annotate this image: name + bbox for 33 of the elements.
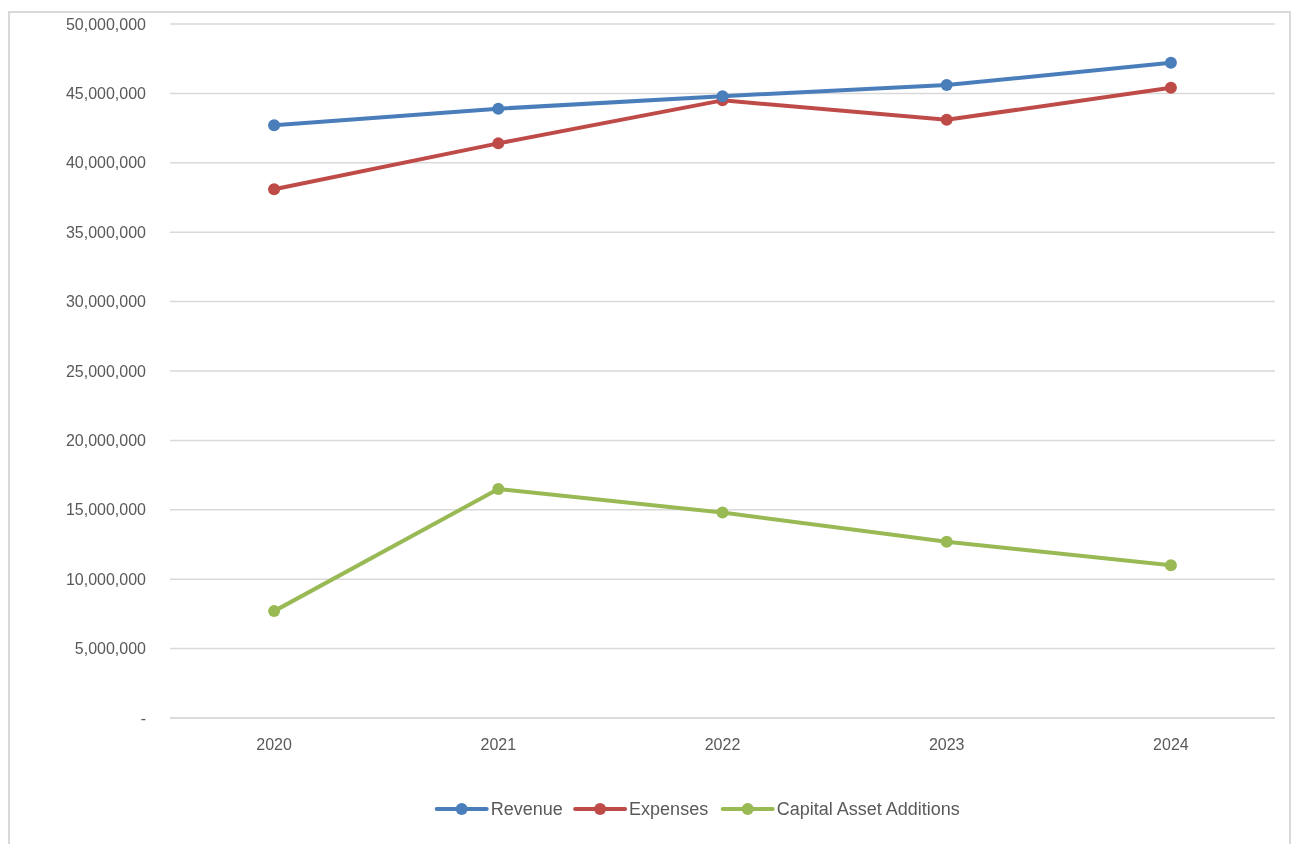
x-tick-label: 2021 xyxy=(480,736,517,753)
point xyxy=(1164,559,1177,572)
y-tick-label: 20,000,000 xyxy=(65,432,147,449)
x-tick-label: 2023 xyxy=(928,736,965,753)
y-tick-label: - xyxy=(140,709,146,727)
y-tick-label: 50,000,000 xyxy=(65,15,147,33)
legend-label: Revenue xyxy=(490,799,563,820)
point xyxy=(268,183,281,196)
point xyxy=(492,482,505,495)
point xyxy=(716,90,729,103)
legend-label: Expenses xyxy=(629,799,709,820)
point xyxy=(268,119,281,132)
y-tick-label: 45,000,000 xyxy=(65,85,147,102)
y-tick-label: 10,000,000 xyxy=(65,570,147,588)
point xyxy=(492,102,505,115)
y-tick-label: 5,000,000 xyxy=(74,640,147,658)
point xyxy=(1164,56,1177,69)
point xyxy=(492,137,505,150)
y-tick-label: 25,000,000 xyxy=(65,362,147,380)
point xyxy=(716,506,729,519)
legend-label: Capital Asset Additions xyxy=(776,799,960,820)
y-tick-label: 15,000,000 xyxy=(65,501,147,519)
y-tick-label: 40,000,000 xyxy=(65,154,147,172)
point xyxy=(1164,81,1177,94)
x-tick-label: 2020 xyxy=(256,736,292,753)
point xyxy=(940,79,953,92)
point xyxy=(268,605,281,618)
point xyxy=(940,113,953,126)
x-tick-label: 2022 xyxy=(704,736,741,753)
x-tick-label: 2024 xyxy=(1153,736,1189,753)
point xyxy=(940,535,953,548)
y-tick-label: 30,000,000 xyxy=(65,293,147,311)
y-tick-label: 35,000,000 xyxy=(65,223,147,241)
